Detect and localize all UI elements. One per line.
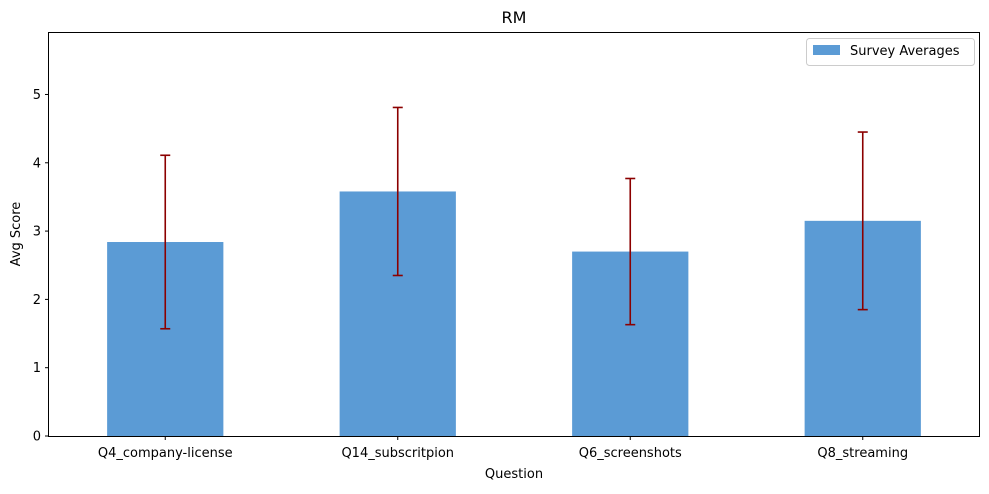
legend-label: Survey Averages [850, 44, 960, 59]
y-axis-label: Avg Score [9, 202, 24, 267]
legend-frame [806, 38, 975, 66]
error-bar [160, 154, 171, 330]
error-bar [625, 177, 636, 326]
x-tick-label: Q8_streaming [817, 446, 908, 461]
y-tick-label: 0 [33, 430, 41, 445]
y-tick-label: 4 [33, 156, 41, 171]
bars-layer [107, 191, 921, 436]
x-axis-label: Question [485, 467, 543, 482]
y-tick-label: 1 [33, 361, 41, 376]
error-bar [392, 106, 403, 277]
legend: Survey Averages [806, 38, 975, 66]
x-tick-label: Q14_subscritpion [341, 446, 454, 461]
legend-swatch [813, 45, 840, 55]
errorbars-layer [160, 106, 868, 330]
y-tick-label: 2 [33, 293, 41, 308]
x-tick-label: Q4_company-license [98, 446, 233, 461]
error-bar [857, 131, 868, 311]
x-tick-label: Q6_screenshots [579, 446, 682, 461]
y-tick-label: 5 [33, 88, 41, 103]
y-tick-label: 3 [33, 225, 41, 240]
y-axis: 0 1 2 3 4 5 [33, 88, 49, 445]
x-axis: Q4_company-license Q14_subscritpion Q6_scr… [98, 436, 908, 461]
chart-title: RM [502, 8, 527, 27]
plot-frame [48, 32, 980, 437]
